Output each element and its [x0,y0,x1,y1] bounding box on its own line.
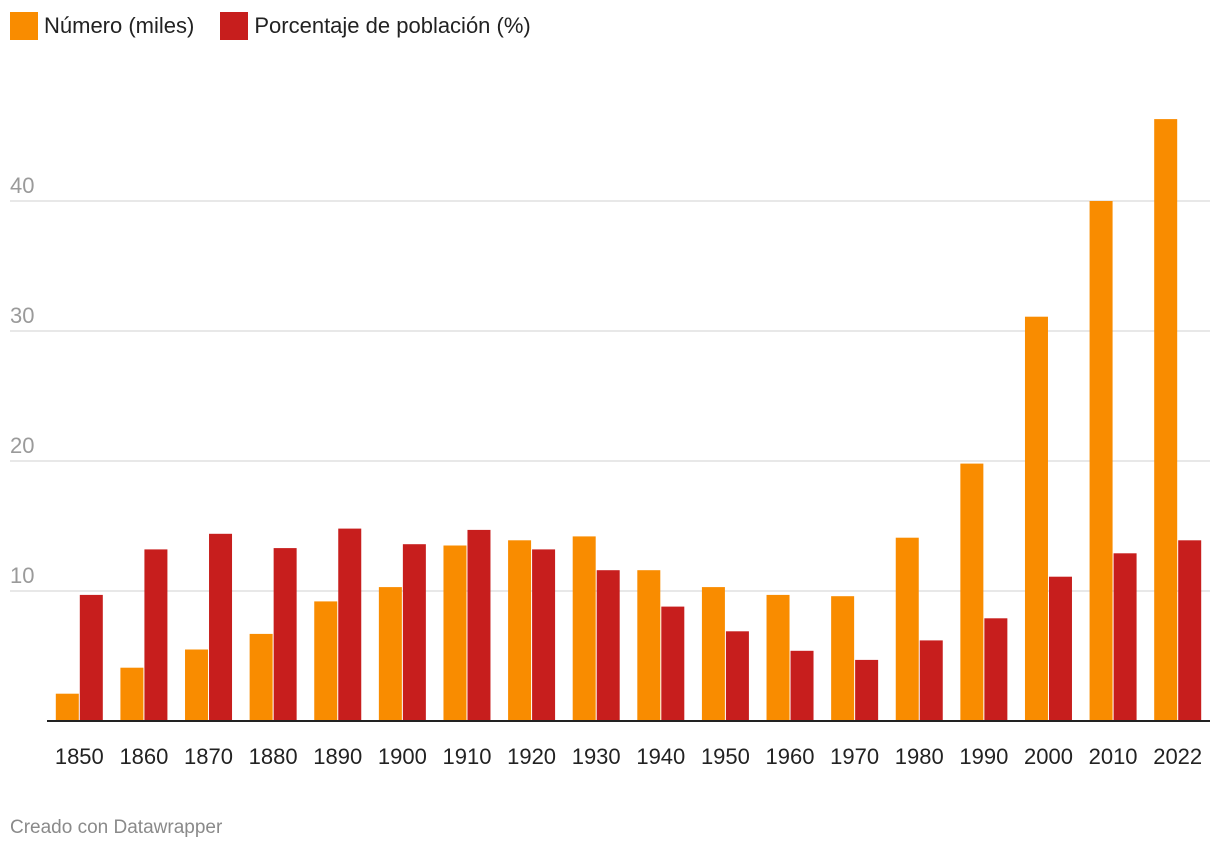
bar-porcentaje-1940 [661,606,685,721]
bar-numero-2000 [1024,316,1048,721]
x-tick-label-1900: 1900 [378,744,427,769]
bar-numero-1870 [185,649,209,721]
bar-numero-1890 [314,601,338,721]
bar-porcentaje-1990 [984,618,1008,721]
x-tick-label-1910: 1910 [442,744,491,769]
legend-swatch-porcentaje [220,12,249,40]
bar-porcentaje-1960 [790,650,814,721]
bar-numero-2022 [1154,119,1178,722]
bar-porcentaje-1850 [79,594,103,721]
x-tick-label-1970: 1970 [830,744,879,769]
bar-numero-1940 [637,570,661,721]
bar-porcentaje-1880 [273,548,297,721]
bar-porcentaje-1930 [596,570,620,721]
bar-numero-1860 [120,667,144,721]
x-tick-label-1890: 1890 [313,744,362,769]
bar-numero-1910 [443,545,467,721]
legend-swatch-numero [10,12,38,40]
bar-porcentaje-1970 [855,659,879,721]
y-tick-label-20: 20 [10,433,34,458]
bar-porcentaje-1950 [725,631,749,721]
bar-numero-1850 [55,693,79,721]
x-tick-label-1870: 1870 [184,744,233,769]
bar-numero-1950 [701,587,725,721]
x-tick-label-1990: 1990 [959,744,1008,769]
bar-numero-1900 [378,587,402,721]
bar-numero-1970 [831,596,855,721]
x-tick-label-1960: 1960 [766,744,815,769]
x-tick-label-2022: 2022 [1153,744,1202,769]
bar-numero-1960 [766,594,790,721]
x-tick-label-1920: 1920 [507,744,556,769]
x-tick-label-2010: 2010 [1089,744,1138,769]
legend-label-porcentaje: Porcentaje de población (%) [254,13,531,38]
legend-item-numero: Número (miles) [10,12,194,40]
x-tick-label-2000: 2000 [1024,744,1073,769]
x-tick-label-1930: 1930 [572,744,621,769]
bar-porcentaje-1890 [338,528,362,721]
bar-numero-2010 [1089,201,1113,721]
bar-porcentaje-1900 [402,544,426,721]
x-tick-label-1850: 1850 [55,744,104,769]
footer-credit: Creado con Datawrapper [10,817,223,838]
bar-numero-1930 [572,536,596,721]
bar-porcentaje-1860 [144,549,168,721]
y-tick-label-30: 30 [10,303,34,328]
bar-porcentaje-2000 [1048,576,1072,721]
legend-label-numero: Número (miles) [44,13,195,38]
bar-porcentaje-1920 [532,549,556,721]
bar-numero-1990 [960,463,984,721]
x-tick-label-1940: 1940 [636,744,685,769]
x-tick-label-1950: 1950 [701,744,750,769]
x-tick-label-1860: 1860 [119,744,168,769]
bar-porcentaje-1870 [209,533,233,721]
bar-porcentaje-1910 [467,529,491,721]
y-tick-label-40: 40 [10,173,34,198]
bar-porcentaje-1980 [919,640,943,721]
x-tick-label-1880: 1880 [249,744,298,769]
y-tick-label-10: 10 [10,563,34,588]
x-tick-label-1980: 1980 [895,744,944,769]
bar-numero-1880 [249,633,273,721]
bar-porcentaje-2022 [1178,540,1202,721]
bar-porcentaje-2010 [1113,553,1137,721]
legend: Número (miles) Porcentaje de población (… [10,12,531,40]
bar-numero-1980 [895,537,919,721]
bar-numero-1920 [508,540,532,721]
legend-item-porcentaje: Porcentaje de población (%) [220,12,531,40]
